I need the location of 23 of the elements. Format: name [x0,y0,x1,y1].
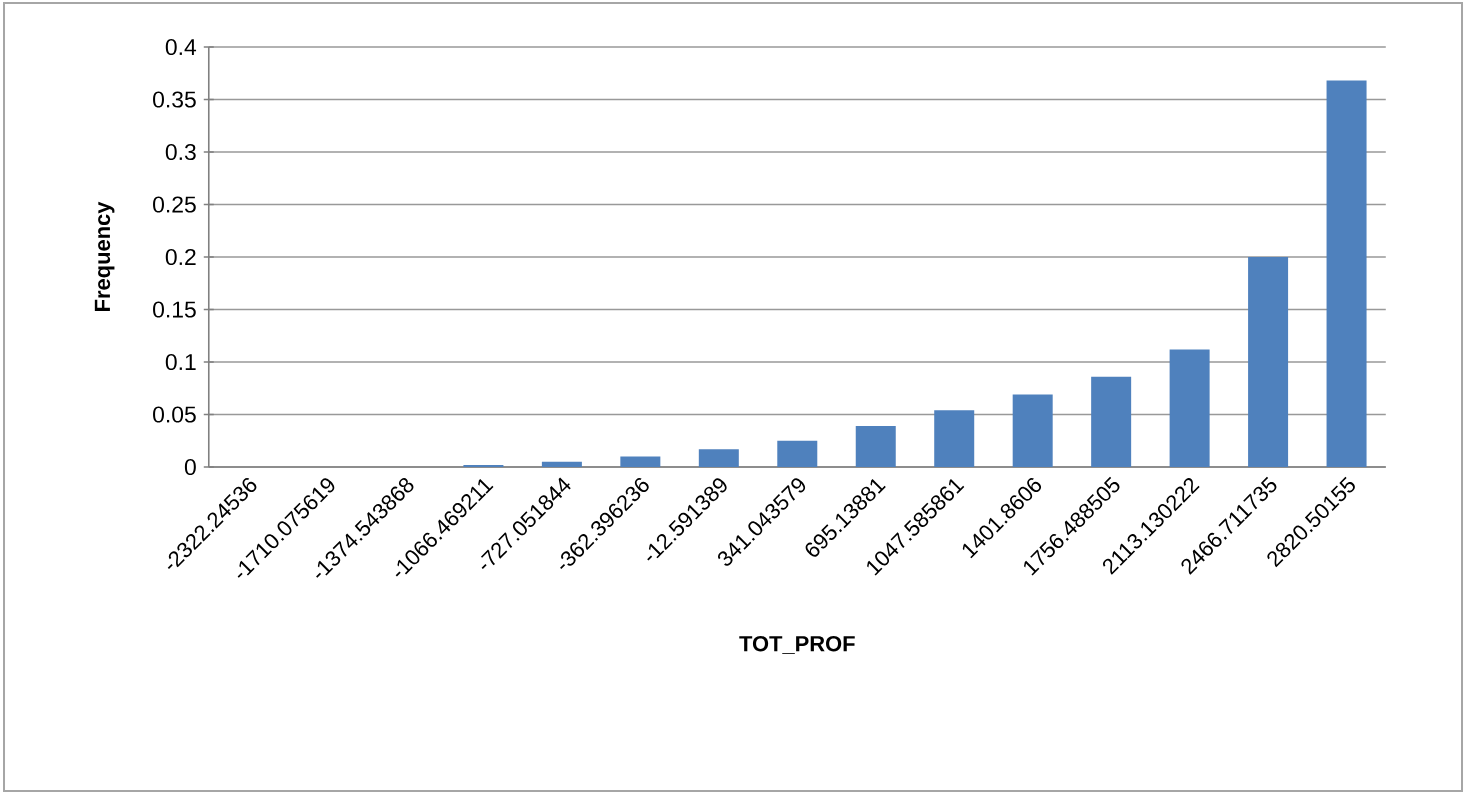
y-tick-label: 0 [184,458,196,476]
y-tick-label: 0.2 [165,248,196,266]
y-tick-label: 0.15 [153,301,196,318]
bar [1248,257,1289,467]
bar [1091,376,1132,467]
y-axis-title: Frequency [94,201,115,311]
bar [934,410,975,467]
y-tick-label: 0.05 [153,406,196,423]
bar [541,461,582,467]
y-tick-label: 0.1 [165,353,196,371]
bar [463,464,504,467]
x-axis-title: TOT_PROF [739,635,855,654]
bar [777,440,818,467]
y-tick-label: 0.35 [153,91,196,108]
bar [1169,349,1210,467]
y-tick-label: 0.25 [153,196,196,213]
bar [698,449,739,467]
bar [1012,394,1053,467]
bar [1326,80,1367,467]
bar [855,426,896,467]
bar [620,456,661,467]
y-tick-label: 0.4 [165,38,197,56]
y-tick-label: 0.3 [165,143,196,161]
